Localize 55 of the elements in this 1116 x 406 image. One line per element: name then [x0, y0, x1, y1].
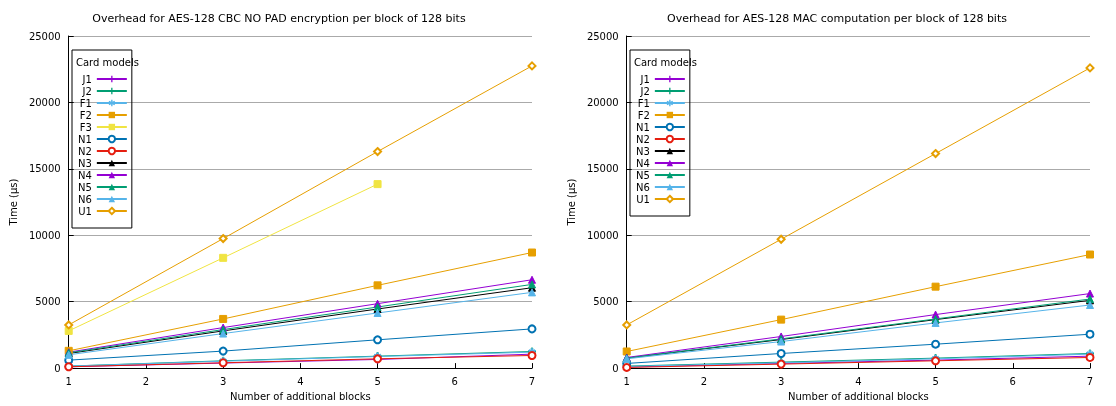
x-tick-label: 1: [65, 375, 72, 387]
x-tick-label: 4: [297, 375, 304, 387]
y-tick-label: 0: [54, 362, 61, 374]
legend-label: F1: [637, 97, 650, 109]
y-tick-label: 5000: [593, 296, 619, 308]
x-axis-title: Number of additional blocks: [229, 390, 371, 402]
legend-label: F1: [79, 97, 92, 109]
legend-label: N6: [636, 181, 650, 193]
y-tick-label: 15000: [28, 163, 61, 175]
x-tick-label: 3: [219, 375, 227, 387]
legend-label: N1: [78, 133, 92, 145]
legend-label: N4: [78, 169, 92, 181]
y-axis-title: Time (µs): [7, 178, 19, 227]
chart-title: Overhead for AES-128 MAC computation per block of 128 bits: [667, 12, 1008, 25]
x-tick-label: 6: [451, 375, 458, 387]
legend-label: F3: [79, 121, 92, 133]
chart-title: Overhead for AES-128 CBC NO PAD encryption per block of 128 bits: [92, 12, 466, 25]
x-axis-title: Number of additional blocks: [787, 390, 929, 402]
legend-label: J2: [81, 85, 92, 97]
y-tick-label: 20000: [28, 96, 61, 108]
legend-label: F2: [637, 109, 650, 121]
x-tick-label: 3: [777, 375, 785, 387]
y-tick-label: 0: [612, 362, 619, 374]
y-tick-label: 15000: [586, 163, 619, 175]
legend-label: N6: [78, 193, 92, 205]
x-tick-label: 5: [374, 375, 381, 387]
legend-label: U1: [78, 205, 92, 217]
x-tick-label: 2: [142, 375, 150, 387]
y-tick-label: 10000: [586, 229, 619, 241]
x-tick-label: 7: [528, 375, 536, 387]
y-tick-label: 25000: [28, 30, 61, 42]
legend-label: N4: [636, 157, 650, 169]
x-tick-label: 6: [1009, 375, 1016, 387]
y-axis-title: Time (µs): [565, 178, 577, 227]
x-tick-label: 1: [623, 375, 630, 387]
legend-label: N2: [78, 145, 92, 157]
y-tick-label: 20000: [586, 96, 619, 108]
legend-label: J1: [81, 73, 92, 85]
x-tick-label: 7: [1086, 375, 1094, 387]
x-tick-label: 5: [932, 375, 939, 387]
y-tick-label: 5000: [35, 296, 61, 308]
legend-label: F2: [79, 109, 92, 121]
legend-label: N5: [78, 181, 92, 193]
legend-label: N3: [78, 157, 92, 169]
legend-label: N5: [636, 169, 650, 181]
legend-label: J1: [639, 73, 650, 85]
y-tick-label: 25000: [586, 30, 619, 42]
y-tick-label: 10000: [28, 229, 61, 241]
x-tick-label: 2: [700, 375, 708, 387]
legend-label: N1: [636, 121, 650, 133]
legend-label: U1: [636, 193, 650, 205]
x-tick-label: 4: [855, 375, 862, 387]
legend-label: N3: [636, 145, 650, 157]
legend-label: N2: [636, 133, 650, 145]
legend-label: J2: [639, 85, 650, 97]
